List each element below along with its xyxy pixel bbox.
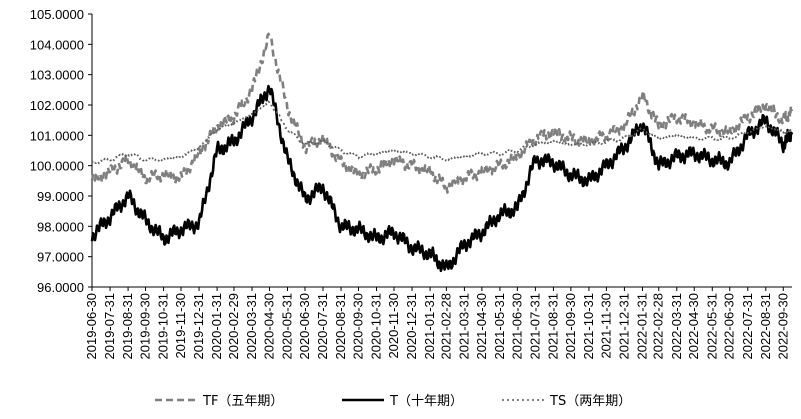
x-tick-label: 2022-01-31 [634,293,649,360]
x-tick-label: 2019-11-30 [173,293,188,359]
x-tick-label: 2019-10-31 [156,293,171,360]
x-tick-label: 2020-01-31 [209,293,224,360]
x-tick-label: 2021-09-30 [563,293,578,360]
axes-group [88,13,792,291]
series-line-TF（五年期） [90,32,794,194]
x-tick-label: 2019-07-31 [102,293,117,360]
y-tick-labels: 96.0000 97.0000 98.0000 99.0000 100.0000 101.… [30,7,84,295]
y-tick-label: 99.0000 [37,189,84,204]
x-tick-label: 2020-06-30 [297,293,312,360]
x-tick-label: 2021-10-31 [581,293,596,360]
x-tick-label: 2020-05-31 [280,293,295,360]
legend: TF（五年期） T（十年期） TS（两年期） [155,394,631,409]
x-tick-label: 2021-05-31 [492,293,507,360]
x-tick-label: 2020-12-31 [404,293,419,360]
x-tick-label: 2022-07-31 [740,293,755,360]
x-tick-label: 2020-08-31 [333,293,348,360]
y-tick-label: 100.0000 [30,159,84,174]
x-tick-label: 2021-02-28 [438,293,453,360]
x-tick-label: 2022-04-30 [686,293,701,360]
x-tick-label: 2021-07-31 [527,293,542,360]
x-tick-label: 2020-02-29 [226,293,241,360]
y-tick-label: 96.0000 [37,280,84,295]
y-tick-label: 98.0000 [37,219,84,234]
x-tick-label: 2022-06-30 [722,293,737,360]
y-tick-label: 103.0000 [30,68,84,83]
legend-label: TS（两年期） [549,394,631,409]
x-tick-label: 2022-08-31 [758,293,773,360]
x-tick-label: 2021-04-30 [474,293,489,360]
x-tick-label: 2019-06-30 [84,293,99,360]
x-tick-label: 2021-11-30 [598,293,613,359]
x-tick-label: 2020-11-30 [386,293,401,359]
series-line-T（十年期） [90,84,794,273]
x-tick-label: 2022-09-30 [775,293,790,360]
x-tick-label: 2021-06-30 [509,293,524,360]
x-tick-label: 2019-09-30 [138,293,153,360]
x-tick-label: 2020-10-31 [369,293,384,360]
x-tick-label: 2019-08-31 [120,293,135,360]
legend-label: TF（五年期） [202,394,283,409]
x-tick-label: 2020-03-31 [244,293,259,360]
y-tick-label: 97.0000 [37,250,84,265]
series-lines [90,32,794,273]
x-tick-label: 2022-02-28 [651,293,666,360]
x-tick-label: 2019-12-31 [191,293,206,360]
x-tick-label: 2020-04-30 [261,293,276,360]
series-line-TS（两年期） [91,100,793,165]
x-tick-labels: 2019-06-30 2019-07-31 2019-08-31 2019-09-30… [84,293,790,360]
x-tick-label: 2020-07-31 [315,293,330,360]
x-tick-label: 2021-01-31 [422,293,437,360]
x-tick-label: 2021-12-31 [616,293,631,360]
y-tick-label: 104.0000 [30,37,84,52]
x-tick-label: 2021-03-31 [456,293,471,360]
legend-label: T（十年期） [389,394,463,409]
y-tick-label: 102.0000 [30,98,84,113]
y-tick-label: 105.0000 [30,7,84,22]
x-tick-label: 2022-05-31 [704,293,719,360]
x-tick-label: 2022-03-31 [669,293,684,360]
x-tick-label: 2021-08-31 [545,293,560,360]
x-tick-label: 2020-09-30 [351,293,366,360]
y-tick-label: 101.0000 [30,128,84,143]
